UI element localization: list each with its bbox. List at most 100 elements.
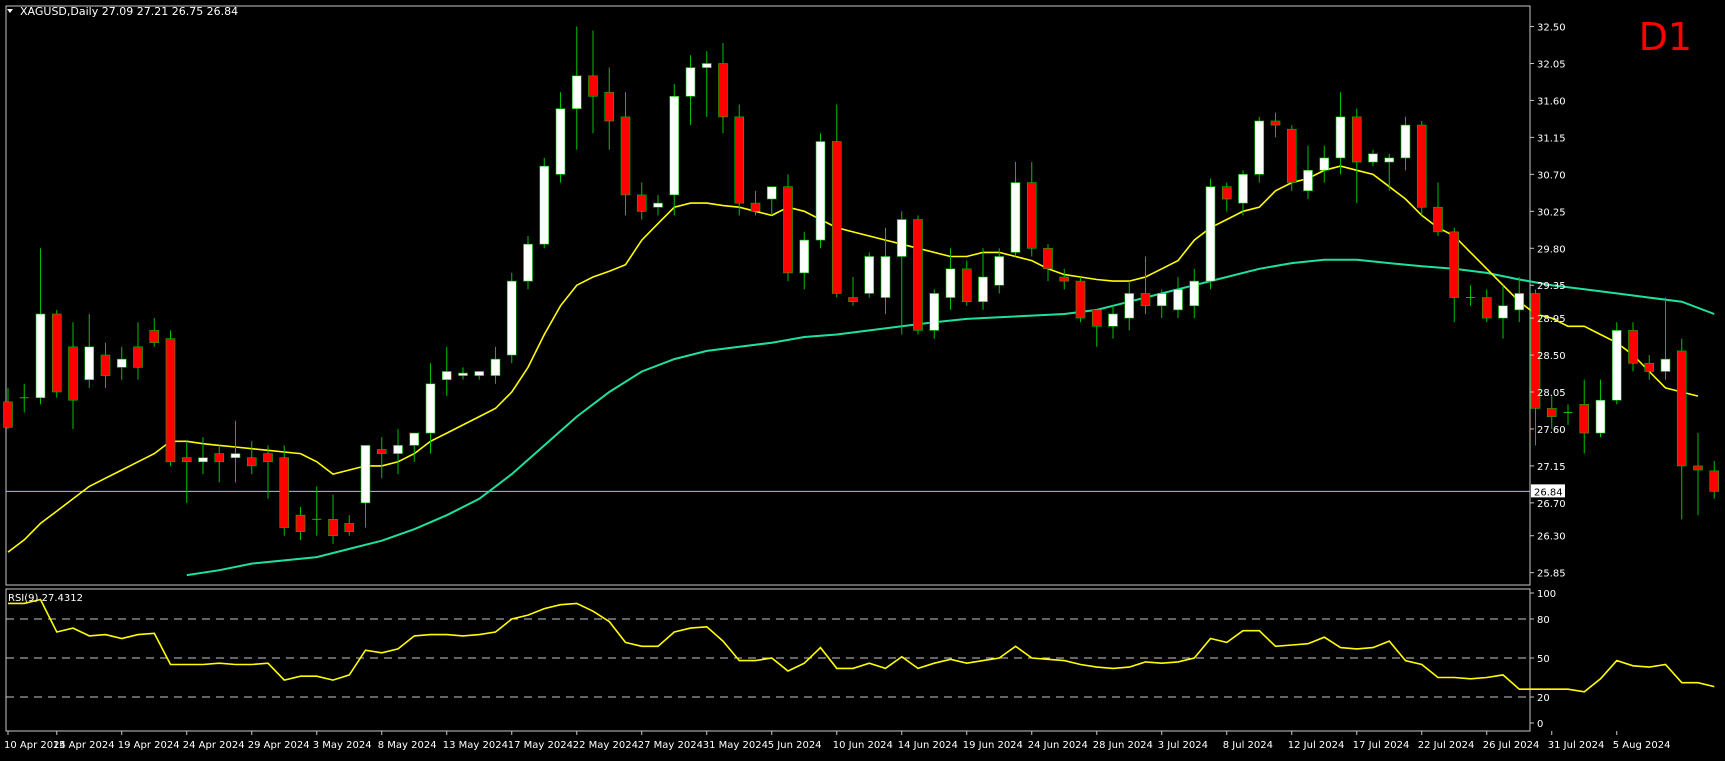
rsi-tick-label: 20	[1537, 693, 1550, 704]
candle-body	[636, 194, 647, 212]
candle	[51, 309, 62, 398]
rsi-tick-label: 80	[1537, 615, 1550, 626]
candle-body	[1644, 362, 1655, 372]
candle-body	[555, 108, 566, 175]
candle-body	[799, 239, 810, 274]
price-tick-label: 29.80	[1537, 244, 1566, 255]
candle	[1676, 338, 1687, 520]
price-tick-label: 28.95	[1537, 314, 1566, 325]
candle-body	[1043, 247, 1053, 270]
candle	[441, 346, 452, 397]
candle	[913, 215, 923, 335]
candle	[571, 26, 582, 150]
candle	[685, 55, 696, 126]
candle-body	[1010, 182, 1021, 253]
candle	[84, 313, 95, 388]
price-tick-label: 31.60	[1537, 96, 1566, 107]
candle-body	[685, 67, 696, 97]
date-tick-label: 24 Jun 2024	[1028, 740, 1088, 751]
candle	[3, 387, 13, 429]
candle-body	[669, 96, 680, 196]
candle-body	[1676, 350, 1687, 467]
candle	[1075, 277, 1086, 323]
candle-body	[35, 313, 46, 399]
date-tick-label: 8 Jul 2024	[1223, 740, 1273, 751]
price-tick-label: 25.85	[1537, 569, 1566, 580]
candle-body	[506, 280, 517, 356]
candle	[523, 235, 533, 290]
candle-body	[1335, 116, 1346, 159]
candle-body	[1416, 124, 1427, 208]
candle	[1026, 162, 1037, 257]
date-tick-label: 5 Aug 2024	[1613, 740, 1671, 751]
candle-body	[328, 518, 338, 537]
candle	[490, 346, 501, 384]
candle-body	[1238, 174, 1248, 204]
candle	[1270, 112, 1281, 138]
candle	[815, 133, 826, 249]
candle	[328, 494, 338, 544]
current-price-badge	[1531, 484, 1565, 498]
candle-body	[490, 358, 501, 376]
candle	[1546, 396, 1557, 429]
price-tick-label: 28.05	[1537, 388, 1566, 399]
date-tick-label: 10 Jun 2024	[833, 740, 893, 751]
candle	[312, 486, 322, 536]
candle	[1108, 305, 1118, 339]
candle-body	[896, 219, 907, 257]
candle-body	[1368, 153, 1378, 163]
candle-body	[1059, 276, 1070, 282]
price-tick-label: 31.15	[1537, 133, 1566, 144]
date-tick-label: 17 Jul 2024	[1353, 740, 1410, 751]
price-tick-label: 26.30	[1537, 532, 1566, 543]
candle	[1611, 322, 1622, 405]
candle-body	[1546, 408, 1557, 417]
price-tick-label: 28.50	[1537, 351, 1566, 362]
rsi-tick-label: 100	[1537, 589, 1556, 600]
date-tick-label: 24 Apr 2024	[183, 740, 245, 751]
candle-body	[1173, 289, 1183, 311]
candle	[181, 441, 192, 503]
candle	[1644, 355, 1655, 380]
candle	[116, 346, 127, 380]
candle-body	[116, 358, 127, 368]
candle	[506, 272, 517, 364]
main-chart-frame	[5, 5, 1531, 586]
price-tick-label: 26.70	[1537, 499, 1566, 510]
candle-body	[376, 449, 387, 454]
candle-body	[815, 141, 826, 241]
candle-body	[1514, 293, 1525, 311]
candle	[945, 248, 956, 310]
candle-body	[214, 453, 225, 463]
candle-body	[1628, 330, 1638, 364]
price-tick-label: 32.50	[1537, 23, 1566, 34]
date-tick-label: 29 Apr 2024	[248, 740, 310, 751]
candle	[604, 67, 615, 150]
candle	[1286, 125, 1297, 191]
symbol-info-label: XAGUSD,Daily 27.09 27.21 26.75 26.84	[20, 5, 238, 18]
candle	[1709, 460, 1720, 499]
ma-slow-line	[186, 258, 1715, 577]
candle	[360, 445, 371, 528]
candle-body	[588, 75, 598, 97]
candle-body	[1595, 399, 1606, 434]
dropdown-arrow-icon[interactable]	[7, 9, 13, 13]
rsi-chart-frame	[5, 588, 1531, 732]
candle-body	[51, 313, 62, 393]
candle-body	[133, 346, 143, 368]
candle	[896, 211, 907, 335]
candle-body	[653, 202, 663, 208]
candle-body	[880, 256, 891, 298]
candle-body	[913, 219, 923, 331]
candle	[880, 227, 891, 314]
price-tick-label: 29.35	[1537, 281, 1566, 292]
candle	[376, 437, 387, 479]
candle-body	[441, 371, 452, 380]
candle-body	[149, 330, 160, 344]
date-tick-label: 22 May 2024	[573, 740, 638, 751]
candle	[393, 428, 403, 475]
candle	[1595, 379, 1606, 438]
date-tick-label: 3 Jul 2024	[1158, 740, 1208, 751]
date-tick-label: 5 Jun 2024	[768, 740, 822, 751]
candle	[848, 277, 858, 306]
